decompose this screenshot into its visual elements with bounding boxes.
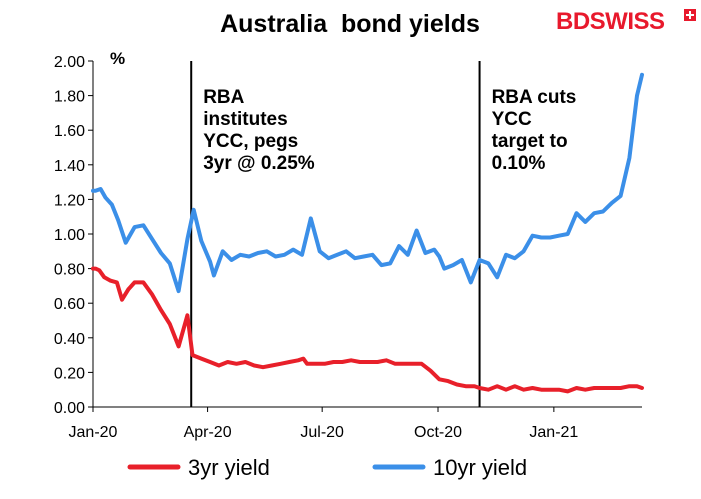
y-tick-label: 1.80 xyxy=(54,89,85,106)
swiss-cross-icon xyxy=(684,9,696,21)
y-tick-label: 0.20 xyxy=(54,365,85,382)
x-tick-label: Apr-20 xyxy=(184,424,232,441)
bdswiss-logo: BDSWISS xyxy=(556,8,696,35)
chart-title: Australia bond yields xyxy=(220,10,480,38)
logo-text-swiss: SWISS xyxy=(589,8,665,35)
annotation-text-line: YCC, pegs xyxy=(203,131,298,152)
annotation-text-line: RBA xyxy=(203,87,244,108)
y-tick-label: 0.80 xyxy=(54,262,85,279)
legend-label: 10yr yield xyxy=(433,455,527,480)
annotation-text-line: YCC xyxy=(492,109,532,130)
y-tick-label: 0.40 xyxy=(54,331,85,348)
x-tick-label: Oct-20 xyxy=(414,424,462,441)
y-tick-label: 0.00 xyxy=(54,400,85,417)
x-tick-label: Jan-20 xyxy=(69,424,118,441)
series-line-10yr xyxy=(91,72,644,294)
x-tick-label: Jul-20 xyxy=(300,424,344,441)
y-tick-label: 0.60 xyxy=(54,296,85,313)
annotation-text-line: 3yr @ 0.25% xyxy=(203,153,315,174)
y-tick-label: 1.00 xyxy=(54,227,85,244)
y-tick-label: 1.40 xyxy=(54,158,85,175)
y-tick-label: 1.60 xyxy=(54,123,85,140)
legend-label: 3yr yield xyxy=(188,455,270,480)
annotation-text-line: 0.10% xyxy=(492,153,546,174)
y-axis-label: % xyxy=(110,49,125,68)
annotation-text-line: institutes xyxy=(203,109,287,130)
y-tick-label: 2.00 xyxy=(54,54,85,71)
series-line-3yr xyxy=(91,266,644,394)
annotation-text-line: target to xyxy=(492,131,568,152)
logo-text-bd: BD xyxy=(556,8,590,35)
y-tick-label: 1.20 xyxy=(54,192,85,209)
x-tick-label: Jan-21 xyxy=(529,424,578,441)
annotation-text-line: RBA cuts xyxy=(492,87,577,108)
